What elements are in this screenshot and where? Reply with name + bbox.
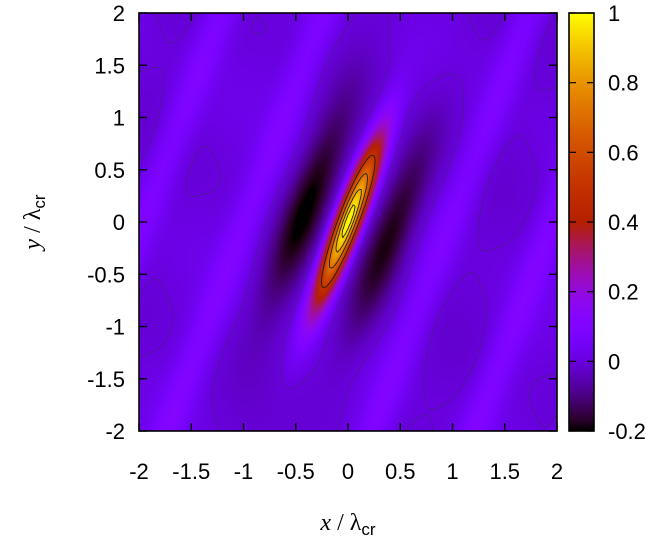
x-tick-label: 2: [551, 459, 563, 484]
contour-lines: [139, 13, 557, 431]
y-axis-ticks: -2 -1.5 -1 -0.5 0 0.5 1 1.5 2: [87, 1, 557, 444]
x-axis-label-var: x: [319, 510, 331, 536]
y-tick-label: 0.5: [94, 158, 125, 183]
plot-area: [138, 12, 558, 432]
x-tick-label: 0: [342, 459, 354, 484]
y-tick-label: 1.5: [94, 53, 125, 78]
y-tick-label: -1: [105, 315, 125, 340]
y-axis-label-sub: cr: [30, 194, 49, 209]
colorbar-tick-label: 0.4: [608, 210, 639, 235]
contour-level: [341, 204, 356, 239]
x-tick-label: -0.5: [277, 459, 315, 484]
x-axis-label-sep: /: [331, 510, 350, 536]
colorbar-tick-label: 0.8: [608, 71, 639, 96]
y-axis-label-sym: λ: [20, 208, 46, 220]
colorbar-ticks: -0.2 0 0.2 0.4 0.6 0.8 1: [569, 1, 646, 444]
x-tick-label: -2: [129, 459, 149, 484]
contour-level: [139, 13, 557, 431]
colorbar-tick-label: 0.6: [608, 140, 639, 165]
x-axis-ticks: -2 -1.5 -1 -0.5 0 0.5 1 1.5 2: [129, 13, 563, 484]
x-tick-label: 1.5: [489, 459, 520, 484]
heatmap-image: [139, 13, 557, 431]
x-axis-label-sub: cr: [361, 520, 376, 539]
x-tick-label: 1: [446, 459, 458, 484]
contour-level: [335, 188, 362, 253]
colorbar: -0.2 0 0.2 0.4 0.6 0.8 1: [568, 1, 646, 444]
x-tick-label: 0.5: [385, 459, 416, 484]
contour-level: [321, 154, 376, 289]
y-axis-label: y / λcr: [20, 194, 49, 251]
colorbar-tick-label: 0: [608, 349, 620, 374]
colorbar-tick-label: -0.2: [608, 419, 646, 444]
y-tick-label: 1: [113, 106, 125, 131]
x-tick-label: -1: [234, 459, 254, 484]
y-tick-label: 0: [113, 210, 125, 235]
y-tick-label: -2: [105, 419, 125, 444]
y-tick-label: 2: [113, 1, 125, 26]
x-tick-label: -1.5: [172, 459, 210, 484]
x-axis-label-sym: λ: [350, 510, 362, 536]
colorbar-tick-label: 0.2: [608, 280, 639, 305]
contour-level: [328, 172, 368, 269]
y-tick-label: -0.5: [87, 262, 125, 287]
y-axis-label-var: y: [20, 239, 46, 252]
x-axis-label: x / λcr: [319, 510, 375, 539]
colorbar-tick-label: 1: [608, 1, 620, 26]
y-tick-label: -1.5: [87, 367, 125, 392]
y-axis-label-sep: /: [20, 220, 46, 239]
